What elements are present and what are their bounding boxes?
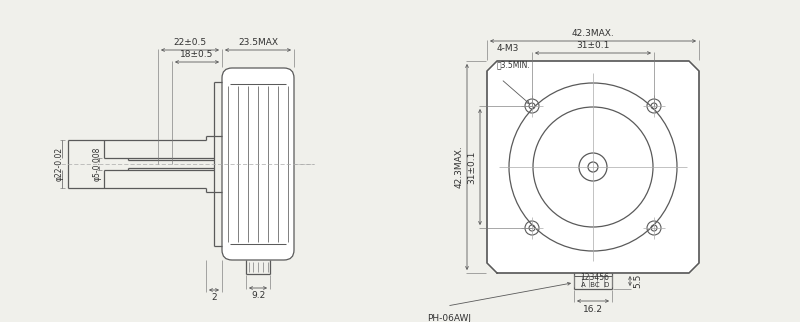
Text: 18±0.5: 18±0.5 <box>180 50 214 59</box>
Text: φ5-0.008: φ5-0.008 <box>93 147 102 181</box>
Text: 23.5MAX: 23.5MAX <box>238 37 278 46</box>
Text: 2: 2 <box>211 293 217 302</box>
Text: 深3.5MIN.: 深3.5MIN. <box>497 60 530 69</box>
Text: 123456: 123456 <box>581 273 610 282</box>
Text: 31±0.1: 31±0.1 <box>467 150 477 184</box>
Text: φ22-0.02: φ22-0.02 <box>55 147 64 181</box>
Text: A  BC  D: A BC D <box>581 281 609 288</box>
Text: 4-M3: 4-M3 <box>497 44 519 53</box>
Text: 16.2: 16.2 <box>583 305 603 314</box>
Text: 42.3MAX.: 42.3MAX. <box>572 29 614 37</box>
Text: 42.3MAX.: 42.3MAX. <box>454 146 463 188</box>
Text: 22±0.5: 22±0.5 <box>174 37 206 46</box>
FancyBboxPatch shape <box>222 68 294 260</box>
Text: 31±0.1: 31±0.1 <box>576 41 610 50</box>
Text: 9.2: 9.2 <box>251 291 265 300</box>
Polygon shape <box>487 61 699 273</box>
Text: 5.5: 5.5 <box>634 274 642 288</box>
Text: PH-06AWJ: PH-06AWJ <box>427 314 471 322</box>
